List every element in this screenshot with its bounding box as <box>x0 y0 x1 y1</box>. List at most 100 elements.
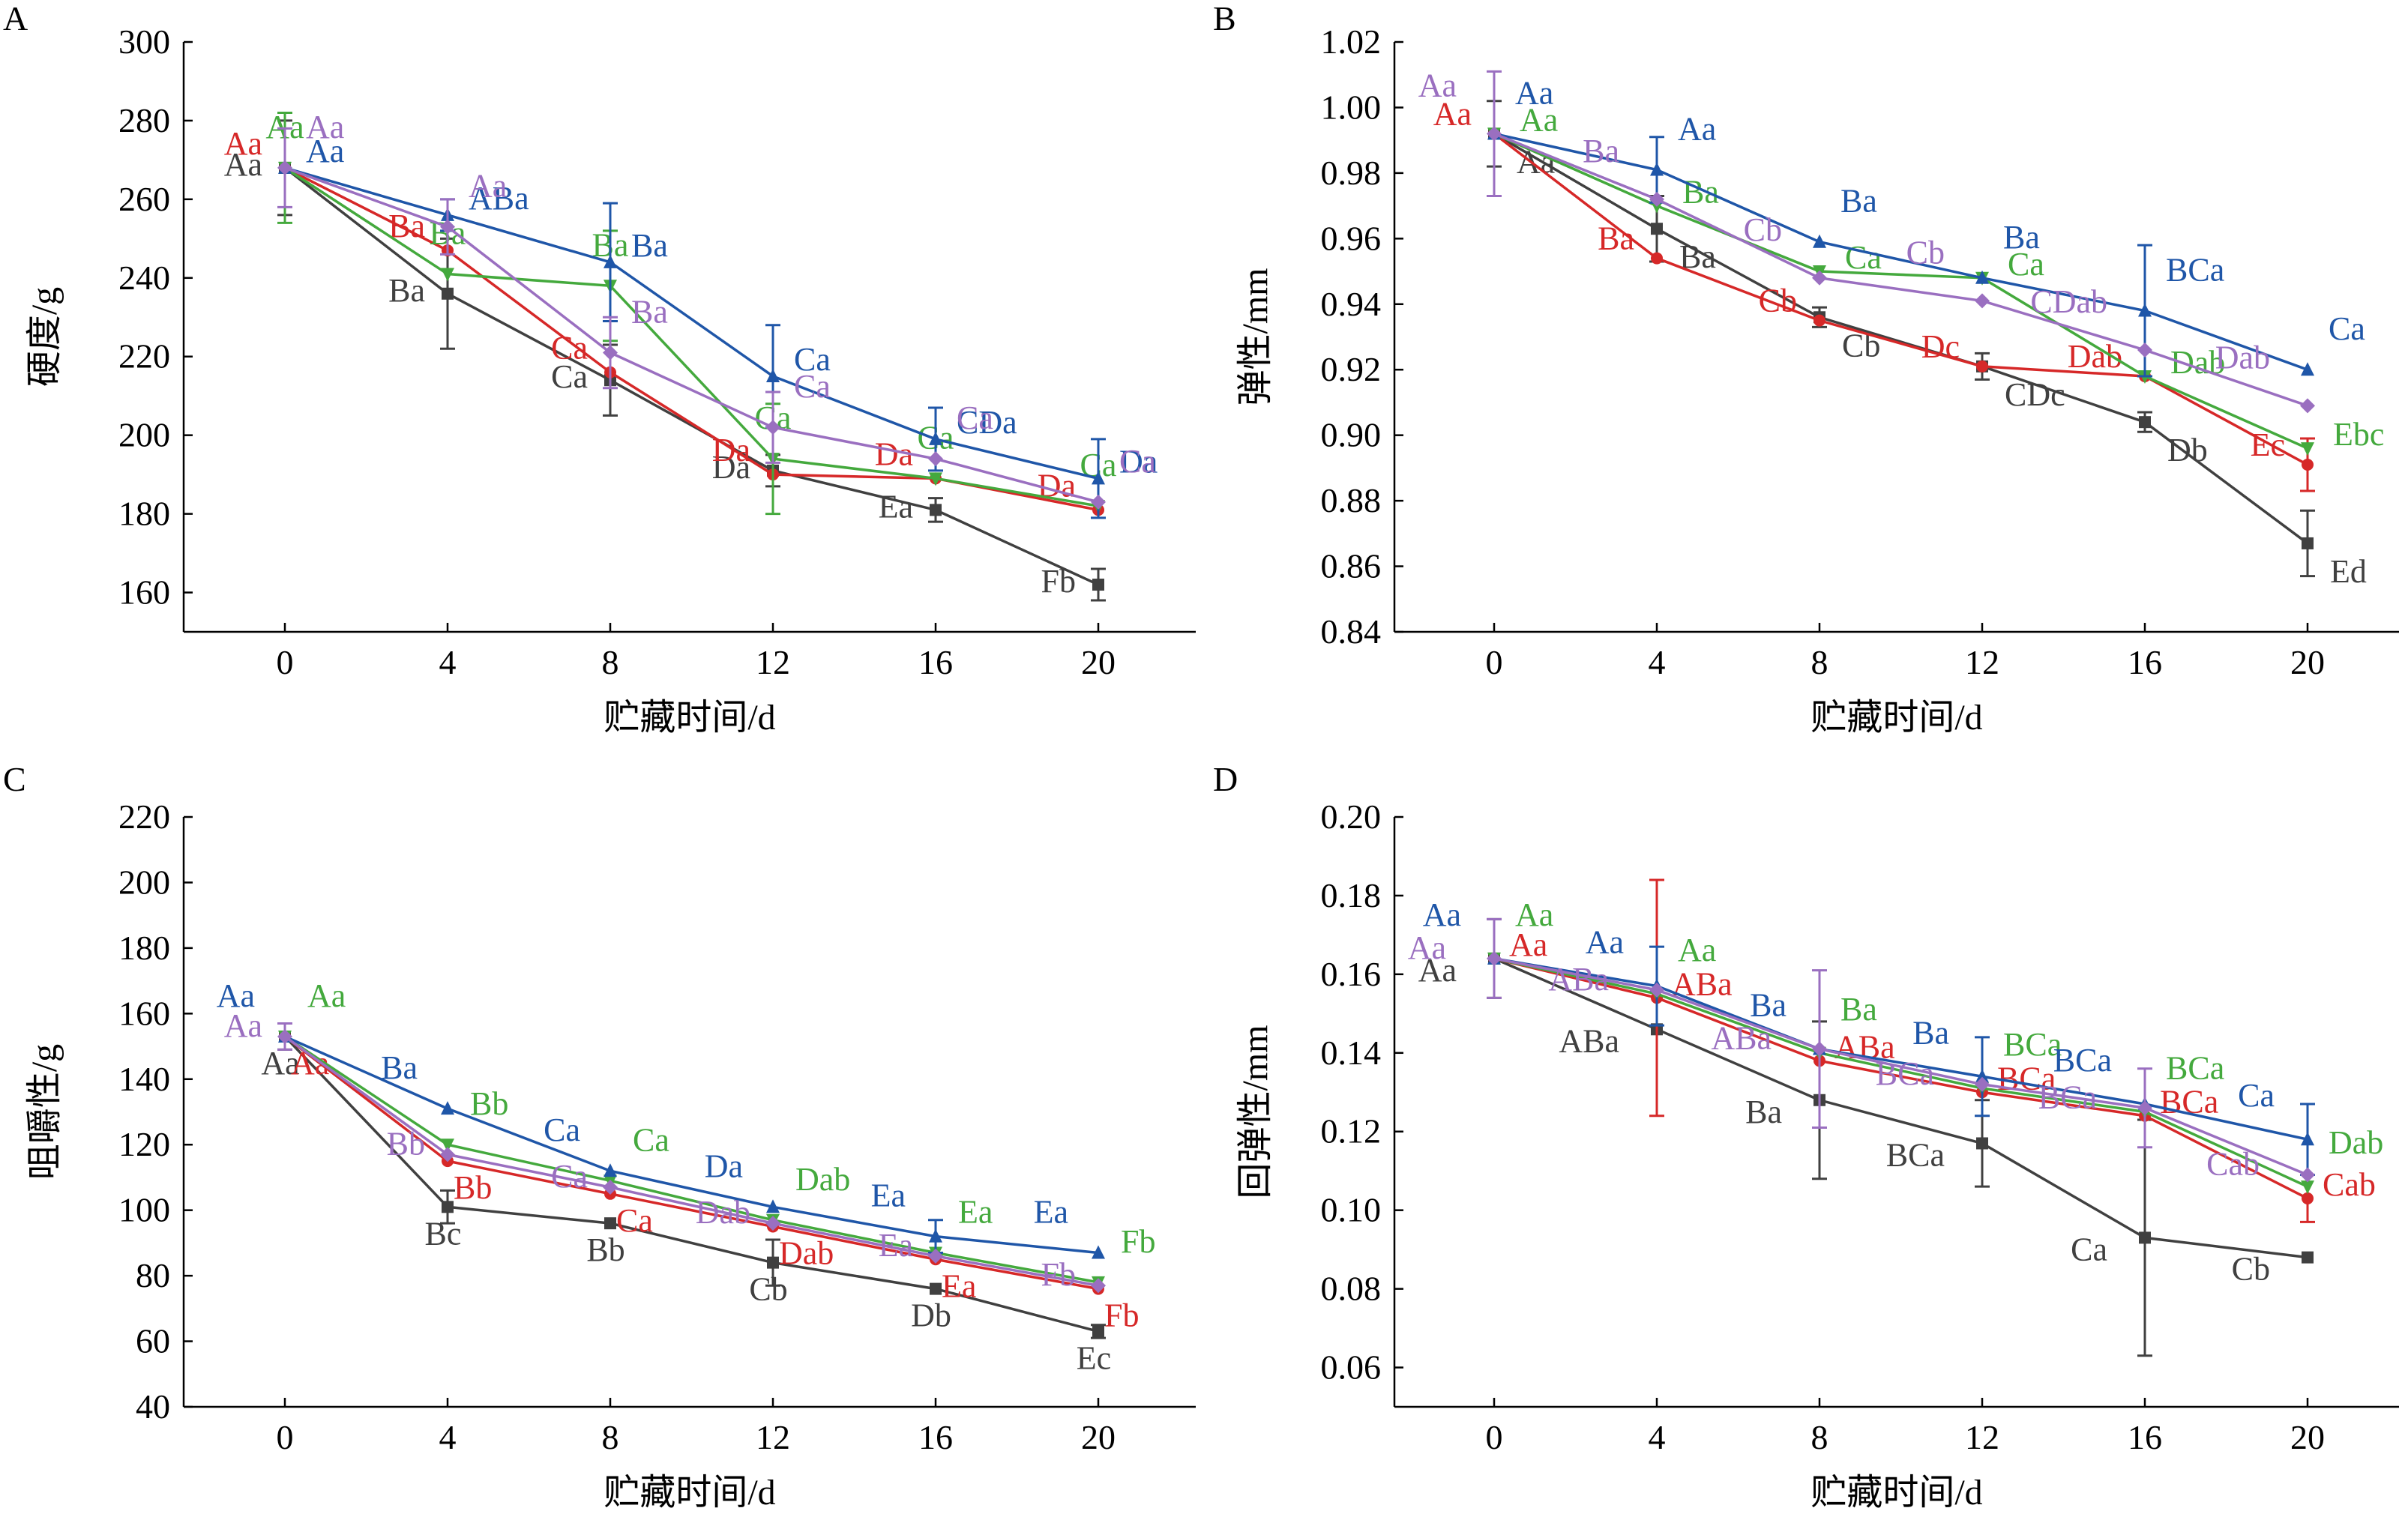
x-tick-label: 16 <box>918 643 953 681</box>
data-label: Ec <box>1077 1339 1111 1376</box>
data-label: Fb <box>1041 1256 1076 1293</box>
series-1: Aa Ba Cb Dc Dab Ec <box>1433 95 2315 492</box>
data-point <box>603 254 617 268</box>
x-tick-label: 16 <box>2128 643 2162 681</box>
data-point <box>1975 1069 1989 1083</box>
data-label: Ea <box>879 1227 913 1264</box>
data-label: Db <box>2167 432 2208 468</box>
y-tick-label: 0.96 <box>1321 219 1382 257</box>
data-point <box>929 431 942 445</box>
data-label: Ca <box>1845 239 1882 276</box>
data-point <box>440 1147 455 1162</box>
data-point <box>603 345 618 361</box>
y-tick-label: 0.88 <box>1321 481 1382 519</box>
x-tick-label: 12 <box>1965 643 1999 681</box>
data-point <box>930 504 942 516</box>
data-label: Ca <box>794 341 831 378</box>
data-label: Ea <box>942 1267 976 1304</box>
data-point <box>1812 1041 1827 1057</box>
y-tick-label: 0.92 <box>1321 350 1382 388</box>
data-label: Ba <box>631 293 668 330</box>
data-label: CDc <box>2005 376 2065 413</box>
y-tick-label: 180 <box>118 495 170 533</box>
y-tick-label: 140 <box>118 1060 170 1098</box>
chart-panel-d: D 0.06 0.08 0.10 0.12 0.14 0.16 0.18 0.20 0 4 8 12 16… <box>1213 760 2399 1513</box>
series-line <box>284 166 1099 504</box>
x-tick-label: 20 <box>2290 643 2325 681</box>
data-label: Aa <box>1509 926 1547 963</box>
data-label: Aa <box>1515 74 1553 111</box>
data-label: BCa <box>2166 1050 2224 1087</box>
series-line <box>1493 132 2309 545</box>
data-label: Ca <box>794 368 831 405</box>
y-tick-label: 0.06 <box>1321 1348 1382 1387</box>
data-point <box>1649 191 1664 207</box>
data-point <box>441 268 454 282</box>
data-point <box>1487 126 1502 142</box>
data-label: Ca <box>2008 246 2044 283</box>
data-label: BCa <box>2003 1026 2062 1063</box>
y-tick-label: 200 <box>118 416 170 454</box>
panel-letter: A <box>3 0 28 37</box>
y-tick-label: 0.86 <box>1321 547 1382 585</box>
series-line <box>1493 957 2308 1188</box>
y-tick-label: 300 <box>118 22 170 61</box>
data-label: Bb <box>470 1085 508 1122</box>
y-tick-label: 0.16 <box>1321 955 1382 993</box>
data-label: Fb <box>1104 1297 1139 1334</box>
series-line <box>1493 132 2308 450</box>
data-label: BCa <box>1876 1055 1934 1092</box>
data-label: Aa <box>1408 929 1446 966</box>
data-label: Cb <box>1759 283 1797 319</box>
data-label: Dab <box>2329 1124 2383 1161</box>
data-label: Cb <box>2232 1251 2270 1288</box>
y-tick-label: 0.12 <box>1321 1112 1382 1150</box>
data-point <box>767 1256 779 1269</box>
data-point <box>1976 1137 1988 1150</box>
data-label: Ca <box>2238 1077 2275 1114</box>
data-label: ABa <box>1548 961 1609 998</box>
data-point <box>277 1028 292 1044</box>
data-label: Ec <box>2251 426 2285 463</box>
data-label: Aa <box>1423 896 1461 933</box>
data-point <box>2138 303 2152 317</box>
x-tick-label: 4 <box>439 1418 457 1456</box>
y-tick-label: 100 <box>118 1191 170 1229</box>
data-label: Ca <box>551 1158 588 1195</box>
y-tick-label: 40 <box>136 1387 170 1426</box>
data-label: Aa <box>1418 67 1457 103</box>
data-label: Ba <box>388 272 425 309</box>
data-point <box>766 368 780 382</box>
data-label: Ca <box>2329 310 2365 347</box>
series-line <box>1493 957 2308 1177</box>
y-axis-title: 咀嚼性/g <box>25 1044 64 1180</box>
data-label: CDab <box>2030 283 2107 320</box>
data-point <box>2137 1100 2152 1116</box>
y-tick-label: 220 <box>118 337 170 376</box>
data-label: Cb <box>1906 234 1945 271</box>
y-tick-label: 60 <box>136 1322 170 1360</box>
data-label: Ba <box>1840 183 1877 220</box>
data-label: Bc <box>425 1215 462 1252</box>
data-point <box>1975 270 1989 284</box>
data-point <box>1812 270 1827 286</box>
chart-panel-a: A 160 180 200 220 240 260 280 300 0 4 8 12 16 20 贮藏时间/d… <box>3 0 1196 738</box>
y-tick-label: 0.90 <box>1321 416 1382 454</box>
panel-letter: C <box>3 760 26 798</box>
data-label: Aa <box>224 146 262 183</box>
data-point <box>1487 950 1502 966</box>
x-tick-label: 20 <box>1081 643 1116 681</box>
data-label: Dab <box>696 1194 750 1231</box>
y-tick-label: 180 <box>118 929 170 967</box>
data-label: Ca <box>1119 443 1156 480</box>
data-label: Ca <box>2071 1231 2107 1267</box>
data-label: Aa <box>217 977 255 1014</box>
data-label: Ca <box>551 330 588 367</box>
data-point <box>930 1282 942 1295</box>
data-label: Ba <box>1840 991 1877 1028</box>
data-point <box>2301 362 2314 376</box>
data-label: Aa <box>1520 101 1558 138</box>
data-label: Aa <box>1418 952 1457 989</box>
data-point <box>442 1201 454 1213</box>
data-label: Aa <box>1586 924 1624 961</box>
